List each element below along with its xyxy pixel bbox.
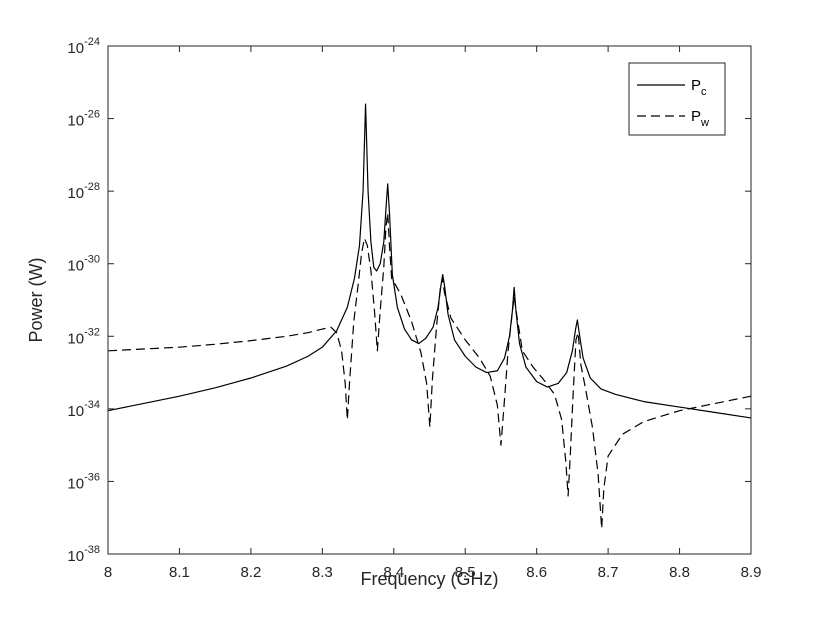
y-tick-exponent: -38 — [84, 544, 100, 556]
y-tick-label: 10-28 — [67, 181, 100, 202]
y-tick-exponent: -30 — [84, 254, 100, 266]
y-tick-base: 10 — [67, 258, 84, 275]
y-tick-label: 10-36 — [67, 471, 100, 492]
legend-label-subscript: c — [701, 86, 707, 98]
legend-box — [628, 62, 726, 136]
y-axis-label: Power (W) — [26, 258, 46, 343]
y-tick-label: 10-24 — [67, 36, 100, 57]
series-line-p-w — [107, 212, 752, 530]
y-tick-exponent: -34 — [84, 399, 100, 411]
y-tick-label: 10-26 — [67, 109, 100, 130]
legend-label-name: P — [691, 77, 701, 94]
x-tick-label: 8 — [104, 564, 112, 581]
y-tick-label: 10-30 — [67, 254, 100, 275]
y-tick-label: 10-34 — [67, 399, 100, 420]
y-tick-base: 10 — [67, 330, 84, 347]
y-tick-base: 10 — [67, 475, 84, 492]
legend-label-subscript: w — [700, 117, 709, 129]
series-line-p-c — [107, 103, 752, 419]
legend-label: Pw — [691, 108, 709, 129]
ticks-layer — [107, 45, 752, 555]
y-tick-base: 10 — [67, 185, 84, 202]
y-tick-base: 10 — [67, 113, 84, 130]
series-layer — [107, 103, 752, 530]
x-tick-label: 8.8 — [669, 564, 690, 581]
legend-label-name: P — [691, 108, 701, 125]
x-tick-labels: 8 8.1 8.2 8.3 8.4 8.5 8.6 8.7 8.8 8.9 — [104, 564, 762, 581]
y-tick-exponent: -32 — [84, 326, 100, 338]
y-tick-label: 10-32 — [67, 326, 100, 347]
x-tick-label: 8.9 — [741, 564, 762, 581]
plot-frame — [107, 45, 752, 555]
y-tick-exponent: -36 — [84, 471, 100, 483]
x-tick-label: 8.2 — [240, 564, 261, 581]
y-tick-exponent: -26 — [84, 109, 100, 121]
y-tick-base: 10 — [67, 403, 84, 420]
y-tick-exponent: -28 — [84, 181, 100, 193]
legend-label: Pc — [691, 77, 707, 98]
x-tick-label: 8.3 — [312, 564, 333, 581]
x-axis-label: Frequency (GHz) — [360, 569, 498, 589]
x-tick-label: 8.7 — [598, 564, 619, 581]
x-tick-label: 8.1 — [169, 564, 190, 581]
y-tick-label: 10-38 — [67, 544, 100, 565]
y-tick-base: 10 — [67, 40, 84, 57]
x-tick-label: 8.4 — [383, 564, 404, 581]
y-tick-base: 10 — [67, 548, 84, 565]
x-tick-label: 8.6 — [526, 564, 547, 581]
y-tick-exponent: -24 — [84, 36, 100, 48]
x-tick-label: 8.5 — [455, 564, 476, 581]
